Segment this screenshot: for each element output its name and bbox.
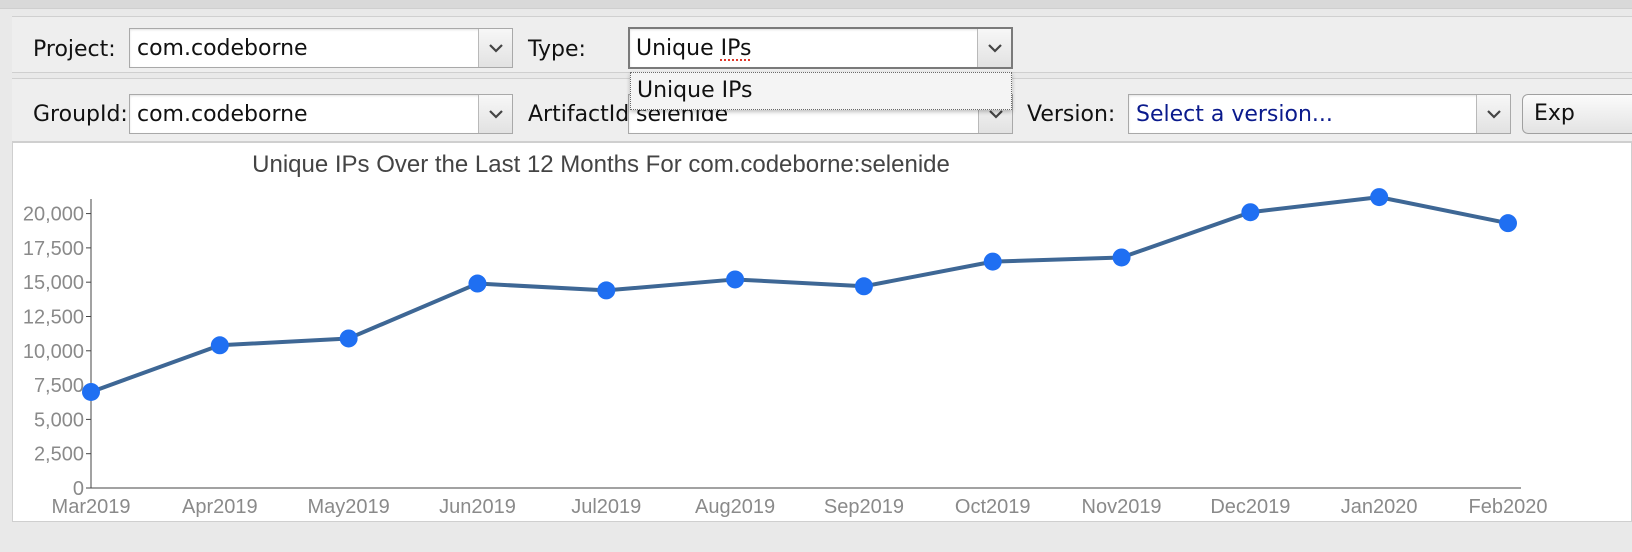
- chevron-down-icon[interactable]: [977, 29, 1011, 67]
- type-label: Type:: [528, 37, 586, 62]
- data-point: [1112, 248, 1131, 267]
- project-select[interactable]: com.codeborne: [129, 28, 513, 68]
- data-point: [1370, 188, 1389, 207]
- series-line: [90, 195, 1509, 394]
- type-select[interactable]: Unique IPs: [628, 27, 1013, 69]
- data-point: [210, 336, 229, 355]
- x-tick-label: Oct2019: [955, 496, 1031, 518]
- x-tick-label: Jun2019: [439, 496, 516, 518]
- y-tick-label: 0: [73, 478, 84, 500]
- x-tick-label: Jan2020: [1341, 496, 1418, 518]
- type-value: Unique IPs: [636, 36, 752, 61]
- y-tick-label: 10,000: [23, 341, 84, 363]
- export-button[interactable]: Exp: [1522, 94, 1632, 134]
- data-point: [339, 329, 358, 348]
- chevron-down-icon[interactable]: [478, 29, 512, 67]
- type-dropdown-list[interactable]: Unique IPs: [630, 72, 1012, 110]
- data-point: [726, 270, 745, 289]
- version-placeholder: Select a version...: [1136, 102, 1333, 127]
- chevron-down-icon[interactable]: [1476, 95, 1510, 133]
- y-tick-label: 7,500: [34, 375, 84, 397]
- y-tick-label: 20,000: [23, 204, 84, 226]
- line-chart: Unique IPs Over the Last 12 Months For c…: [23, 151, 1548, 518]
- x-tick-label: Dec2019: [1210, 496, 1290, 518]
- chevron-down-icon[interactable]: [478, 95, 512, 133]
- export-button-label: Exp: [1534, 101, 1575, 126]
- x-tick-label: Apr2019: [182, 496, 258, 518]
- spellcheck-word: IPs: [720, 36, 752, 61]
- data-point: [597, 281, 616, 300]
- x-tick-label: May2019: [307, 496, 389, 518]
- x-tick-label: Mar2019: [52, 496, 131, 518]
- data-point: [854, 277, 873, 296]
- groupid-select[interactable]: com.codeborne: [129, 94, 513, 134]
- x-tick-label: Aug2019: [695, 496, 775, 518]
- groupid-value: com.codeborne: [137, 102, 308, 127]
- data-point: [468, 274, 487, 293]
- y-tick-label: 2,500: [34, 444, 84, 466]
- project-value: com.codeborne: [137, 36, 308, 61]
- groupid-label: GroupId:: [33, 102, 128, 127]
- chart-title: Unique IPs Over the Last 12 Months For c…: [252, 151, 950, 178]
- chart-panel: Unique IPs Over the Last 12 Months For c…: [12, 142, 1632, 522]
- data-point: [82, 382, 100, 401]
- version-label: Version:: [1027, 102, 1116, 127]
- y-tick-label: 15,000: [23, 272, 84, 294]
- top-strip: [0, 0, 1632, 9]
- project-label: Project:: [33, 37, 116, 62]
- y-tick-label: 17,500: [23, 238, 84, 260]
- data-point: [1241, 203, 1260, 222]
- data-point: [983, 252, 1002, 271]
- bottom-strip: [0, 522, 1632, 552]
- artifactid-label: ArtifactId:: [528, 102, 637, 127]
- x-tick-label: Jul2019: [571, 496, 641, 518]
- x-tick-label: Nov2019: [1082, 496, 1162, 518]
- x-tick-label: Sep2019: [824, 496, 904, 518]
- data-point: [1499, 214, 1517, 233]
- y-tick-label: 12,500: [23, 306, 84, 328]
- type-option-unique-ips[interactable]: Unique IPs: [637, 78, 753, 103]
- version-select[interactable]: Select a version...: [1128, 94, 1511, 134]
- x-tick-label: Feb2020: [1469, 496, 1548, 518]
- y-tick-label: 5,000: [34, 409, 84, 431]
